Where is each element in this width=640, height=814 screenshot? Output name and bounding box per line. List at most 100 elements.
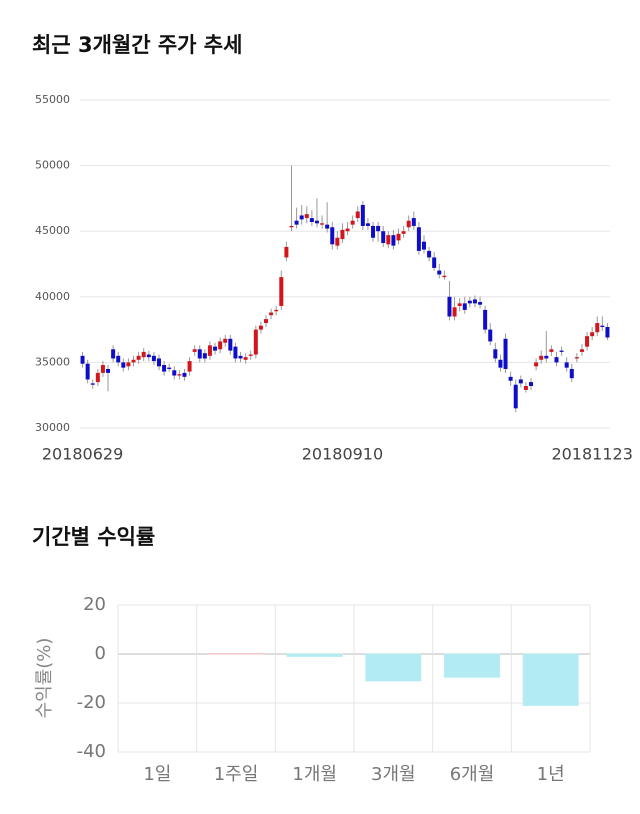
x-tick-label: 20181123 [551, 445, 632, 464]
x-tick-label: 1일 [143, 764, 171, 785]
candle-body [473, 299, 477, 303]
candle-body [162, 365, 166, 372]
candle-body [300, 215, 304, 219]
x-tick-label: 1년 [537, 764, 565, 785]
y-tick-label: 40000 [35, 290, 70, 303]
candle-body [478, 302, 482, 305]
candle-body [346, 229, 350, 232]
x-tick-label: 1주일 [214, 764, 259, 785]
y-tick-label: -20 [77, 692, 106, 713]
y-tick-label: 0 [95, 643, 106, 664]
candle-body [172, 370, 176, 375]
candle-body [397, 234, 401, 241]
candle-body [340, 230, 344, 239]
candle-body [488, 330, 492, 342]
y-axis-title: 수익률(%) [34, 638, 55, 719]
candle-body [356, 212, 360, 219]
candle-body [391, 235, 395, 245]
candle-body [177, 374, 181, 375]
candle-body [565, 362, 569, 367]
candle-body [223, 339, 227, 343]
candle-body [289, 226, 293, 227]
candle-body [310, 218, 314, 222]
candle-body [106, 369, 110, 373]
candle-body [498, 360, 502, 368]
candle-body [101, 365, 105, 373]
candle-body [442, 276, 446, 277]
candle-body [91, 383, 95, 384]
candle-body [575, 357, 579, 358]
candle-body [580, 349, 584, 352]
candle-body [371, 226, 375, 238]
bar [366, 654, 421, 681]
candle-body [335, 238, 339, 246]
candle-body [519, 379, 523, 383]
candle-body [600, 326, 604, 327]
candle-body [269, 313, 273, 316]
candle-body [386, 235, 390, 244]
candle-body [605, 327, 609, 337]
candle-body [590, 332, 594, 336]
y-tick-label: -40 [77, 741, 106, 762]
candle-body [198, 349, 202, 358]
y-tick-label: 20 [83, 594, 106, 615]
x-tick-label: 6개월 [450, 764, 495, 785]
candle-body [182, 373, 186, 377]
candle-body [447, 297, 451, 317]
candle-body [544, 356, 548, 359]
candle-body [203, 353, 207, 358]
y-tick-label: 45000 [35, 224, 70, 237]
y-tick-label: 50000 [35, 159, 70, 172]
candle-body [81, 356, 85, 364]
x-tick-label: 20180910 [302, 445, 383, 464]
candle-body [417, 227, 421, 251]
candle-body [351, 221, 355, 225]
candle-body [468, 301, 472, 304]
bar [287, 654, 342, 656]
candle-body [167, 368, 171, 369]
candle-body [453, 307, 457, 316]
candle-body [539, 356, 543, 360]
candle-body [274, 310, 278, 311]
candle-body [295, 221, 299, 225]
candle-body [483, 310, 487, 330]
candle-body [325, 225, 329, 229]
candle-body [142, 352, 146, 357]
candle-body [213, 347, 217, 351]
y-tick-label: 55000 [35, 93, 70, 106]
candle-body [320, 223, 324, 224]
candle-body [504, 339, 508, 369]
candle-body [595, 323, 599, 332]
candle-body [458, 303, 462, 306]
candle-body [244, 357, 248, 360]
candle-body [284, 247, 288, 257]
candle-body [121, 362, 125, 367]
candle-body [259, 326, 263, 330]
candle-body [116, 356, 120, 363]
candle-body [188, 361, 192, 371]
candle-body [529, 382, 533, 386]
candle-body [366, 223, 370, 226]
candle-body [402, 231, 406, 234]
candle-body [233, 347, 237, 359]
candle-body [315, 221, 319, 224]
candle-body [463, 303, 467, 310]
candle-body [554, 357, 558, 362]
candle-body [254, 330, 258, 355]
candle-body [137, 356, 141, 360]
candle-body [132, 360, 136, 363]
bar [523, 654, 578, 705]
candle-body [157, 358, 161, 366]
candle-body [432, 257, 436, 267]
candle-body [330, 227, 334, 244]
y-tick-label: 30000 [35, 421, 70, 434]
chart-title: 기간별 수익률 [32, 525, 155, 549]
candle-body [493, 349, 497, 358]
candle-body [111, 349, 115, 358]
candle-body [228, 339, 232, 351]
x-tick-label: 1개월 [292, 764, 337, 785]
y-tick-label: 35000 [35, 355, 70, 368]
candle-body [549, 349, 553, 352]
candle-body [376, 226, 380, 231]
